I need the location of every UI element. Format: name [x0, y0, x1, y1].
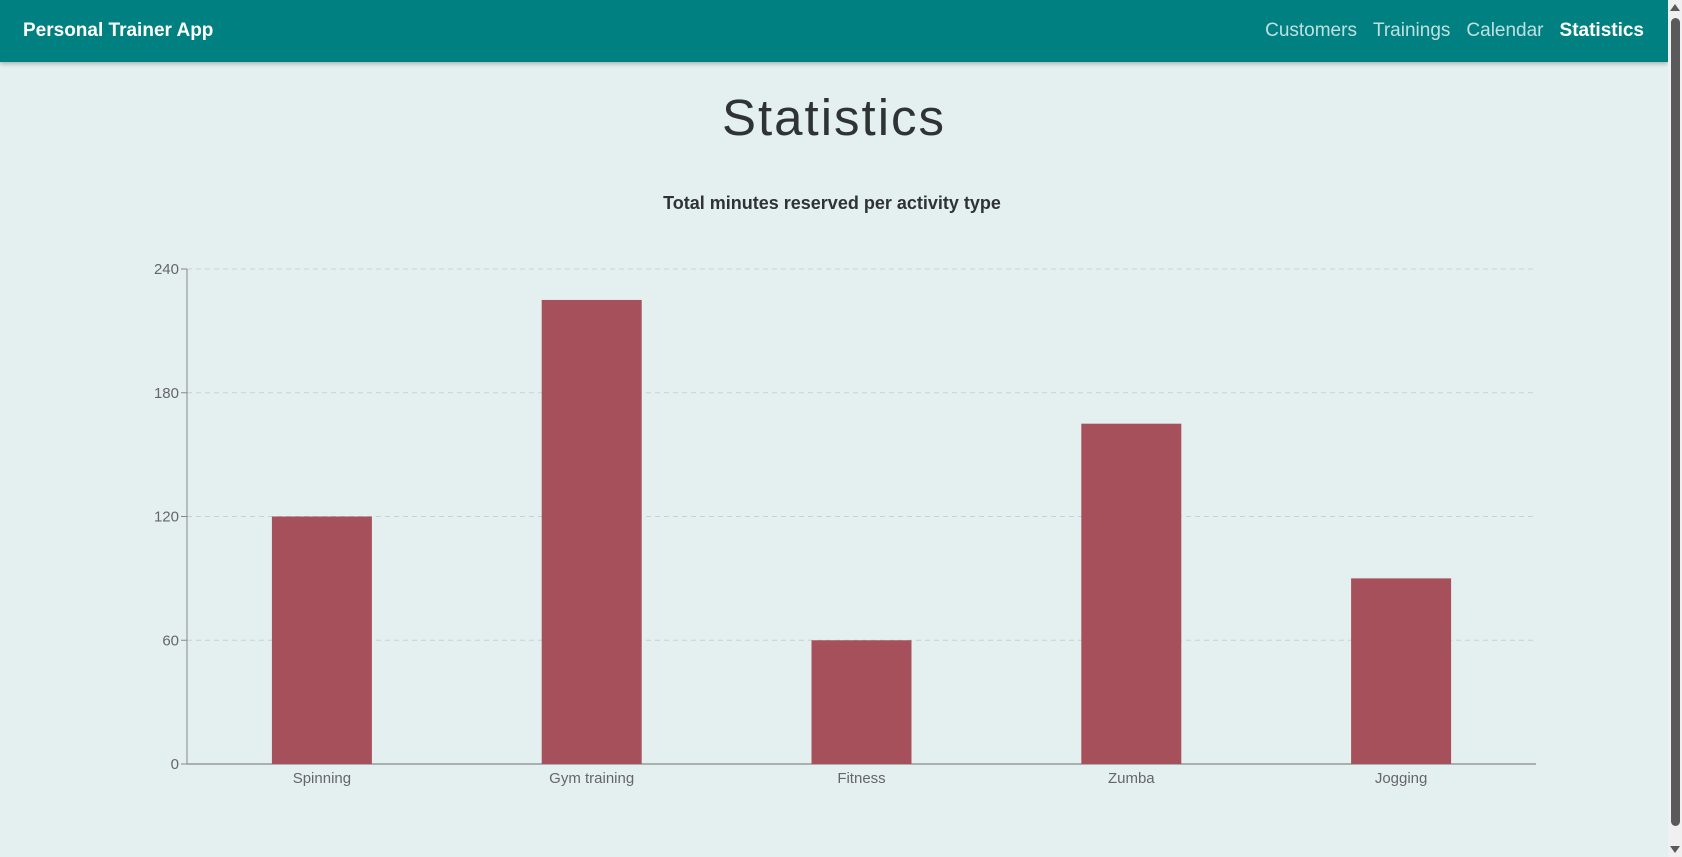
scroll-up-icon[interactable]	[1670, 4, 1680, 11]
vertical-scrollbar[interactable]	[1668, 0, 1682, 857]
scroll-thumb[interactable]	[1671, 18, 1680, 826]
main-nav: Customers Trainings Calendar Statistics	[1265, 20, 1644, 42]
nav-link-calendar[interactable]: Calendar	[1466, 20, 1544, 41]
bar-chart-container: Total minutes reserved per activity type…	[0, 190, 1668, 810]
bar	[811, 640, 912, 764]
y-tick-label: 0	[171, 756, 179, 773]
nav-link-statistics[interactable]: Statistics	[1559, 20, 1644, 41]
y-tick-label: 60	[162, 632, 179, 649]
x-tick-label: Fitness	[837, 770, 885, 787]
bar	[541, 299, 642, 764]
x-tick-label: Spinning	[293, 770, 351, 787]
chart-title: Total minutes reserved per activity type	[663, 193, 1001, 213]
y-tick-label: 240	[154, 261, 179, 278]
page-title: Statistics	[721, 89, 947, 146]
bar-chart: Total minutes reserved per activity type…	[154, 193, 1536, 787]
nav-link-customers[interactable]: Customers	[1265, 20, 1357, 41]
bar	[1351, 578, 1452, 764]
app-title[interactable]: Personal Trainer App	[23, 20, 214, 41]
scroll-down-icon[interactable]	[1670, 846, 1680, 853]
x-tick-label: Gym training	[549, 770, 634, 787]
y-tick-label: 120	[154, 509, 179, 526]
x-tick-label: Jogging	[1375, 770, 1428, 787]
app-bar: Personal Trainer App Customers Trainings…	[0, 0, 1668, 62]
bar	[271, 516, 372, 764]
y-tick-label: 180	[154, 385, 179, 402]
nav-link-trainings[interactable]: Trainings	[1372, 20, 1451, 41]
x-tick-label: Zumba	[1108, 770, 1155, 787]
bar	[1081, 423, 1182, 764]
